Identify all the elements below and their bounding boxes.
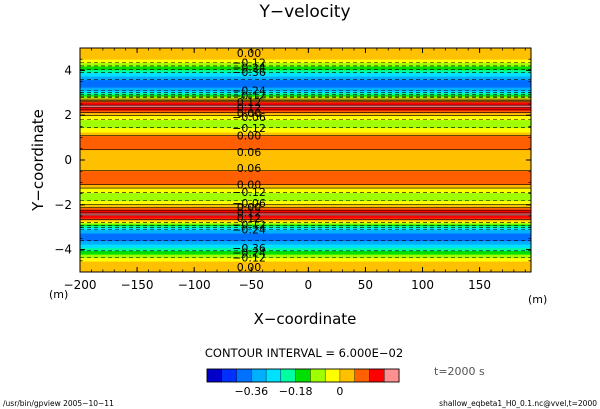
x-tick-label: 0 xyxy=(305,278,313,292)
x-tick-label: 150 xyxy=(468,278,491,292)
legend-swatch xyxy=(221,368,238,383)
contour-label: 0.12 xyxy=(237,207,262,220)
x-axis-label: X−coordinate xyxy=(254,310,357,328)
contour-label: −0.12 xyxy=(232,122,266,135)
y-tick-label: 4 xyxy=(64,63,72,77)
y-tick-label: 2 xyxy=(64,108,72,122)
legend-swatch xyxy=(265,368,282,383)
contour-label: 0.00 xyxy=(237,47,262,60)
contour-lines xyxy=(80,62,531,258)
legend-swatch xyxy=(324,368,341,383)
x-tick-label: −100 xyxy=(178,278,211,292)
contour-label: 0.06 xyxy=(237,146,262,159)
contour-label: 0.00 xyxy=(237,129,262,142)
x-tick-label: −150 xyxy=(121,278,154,292)
legend-swatch xyxy=(354,368,370,383)
contour-labels: 0.00−0.12−0.24−0.36−0.24−0.120.120.120.0… xyxy=(232,47,266,274)
legend-swatch xyxy=(280,368,297,383)
legend-swatch xyxy=(236,368,252,383)
legend-swatch xyxy=(369,368,385,383)
y-tick-label: −2 xyxy=(54,198,72,212)
x-unit-right: (m) xyxy=(528,293,547,306)
contour-label: −0.36 xyxy=(232,242,266,255)
contour-label: −0.12 xyxy=(232,219,266,232)
x-tick-label: −50 xyxy=(239,278,264,292)
x-unit-left: (m) xyxy=(49,288,68,301)
contour-label: −0.06 xyxy=(232,197,266,210)
contour-label: −0.12 xyxy=(232,186,266,199)
contour-label: 0.12 xyxy=(237,212,262,225)
legend-swatch xyxy=(206,368,223,383)
legend-swatch xyxy=(251,368,267,383)
contour-label: −0.24 xyxy=(232,223,266,236)
legend-swatch xyxy=(310,368,326,383)
contour-label: 0.12 xyxy=(237,96,262,109)
x-axis: −200 −150 −100 −50 0 50 100 150 xyxy=(64,48,526,292)
legend-swatch xyxy=(295,368,311,383)
contour-label: −0.36 xyxy=(232,66,266,79)
x-tick-label: −200 xyxy=(64,278,97,292)
contour-label: 0.00 xyxy=(237,261,262,274)
contour-label: −0.12 xyxy=(232,251,266,264)
contour-label: 0.00 xyxy=(237,107,262,120)
x-tick-label: 50 xyxy=(358,278,373,292)
legend-tick-label: −0.36 xyxy=(234,385,268,398)
contour-label: 0.06 xyxy=(237,162,262,175)
contour-label: −0.12 xyxy=(232,57,266,70)
contour-label: −0.24 xyxy=(232,62,266,75)
contour-label: −0.12 xyxy=(232,89,266,102)
y-tick-label: 0 xyxy=(64,153,72,167)
contour-label: 0.12 xyxy=(237,101,262,114)
legend-swatch xyxy=(339,368,356,383)
chart-title: Y−velocity xyxy=(258,2,350,22)
y-tick-label: −4 xyxy=(54,243,72,257)
contour-label: −0.24 xyxy=(232,246,266,259)
contour-label: 0.00 xyxy=(237,179,262,192)
footer-left: /usr/bin/gpview 2005−10−11 xyxy=(3,399,114,408)
y-axis: −4 −2 0 2 4 xyxy=(54,58,531,262)
y-axis-label: Y−coordinate xyxy=(29,109,47,212)
legend-tick-label: −0.18 xyxy=(279,385,313,398)
contour-label: 0.00 xyxy=(237,201,262,214)
contour-label: −0.06 xyxy=(232,111,266,124)
contour-interval-text: CONTOUR INTERVAL = 6.000E−02 xyxy=(205,346,403,360)
legend-tick-label: 0 xyxy=(336,385,343,398)
field-band xyxy=(80,48,531,50)
legend-frame xyxy=(206,368,400,383)
contour-label: −0.24 xyxy=(232,85,266,98)
x-tick-label: 100 xyxy=(411,278,434,292)
color-legend: −0.36 −0.18 0 xyxy=(206,368,400,398)
legend-swatch xyxy=(384,368,400,383)
field-bands xyxy=(80,48,531,272)
footer-right: shallow_eqbeta1_H0_0.1.nc@vvel,t=2000 xyxy=(439,399,597,408)
time-label: t=2000 s xyxy=(434,365,485,378)
